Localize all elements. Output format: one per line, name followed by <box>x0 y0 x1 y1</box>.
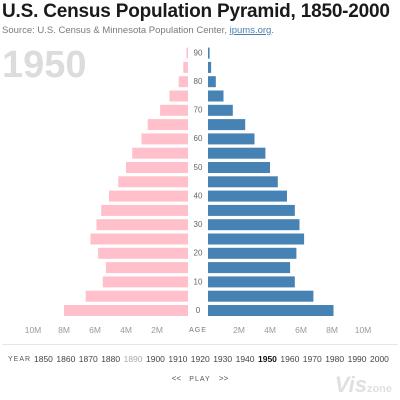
x-tick-label: 6M <box>295 325 307 335</box>
male-bar-50 <box>208 162 270 173</box>
source-suffix: . <box>271 25 274 36</box>
x-tick-label: 2M <box>233 325 245 335</box>
female-bar-75 <box>169 90 188 102</box>
male-bar-25 <box>208 233 305 245</box>
female-bar-10 <box>102 276 189 288</box>
population-pyramid-chart: 0 10 20 30 40 50 60 70 80 90 AGE 10M 8M 6M 4M 2M 2M 4M 6M 8… <box>2 47 398 345</box>
x-tick-label: 8M <box>326 325 338 335</box>
female-bar-60 <box>141 133 188 145</box>
timeline-year-1940[interactable]: 1940 <box>235 354 255 364</box>
age-tick-label: 40 <box>194 191 203 200</box>
male-bar-35 <box>208 204 295 216</box>
x-tick-label: 4M <box>264 325 276 335</box>
male-bar-80 <box>208 76 216 88</box>
female-bar-50 <box>126 162 188 173</box>
x-tick-label: 8M <box>58 325 70 335</box>
male-bar-30 <box>208 219 300 231</box>
male-bar-70 <box>208 104 233 116</box>
age-tick-label: 10 <box>194 277 203 286</box>
timeline-year-1900[interactable]: 1900 <box>146 354 165 364</box>
male-bar-60 <box>208 133 255 145</box>
female-bar-80 <box>178 76 188 88</box>
chart-title: U.S. Census Population Pyramid, 1850-200… <box>2 1 390 22</box>
female-bar-55 <box>132 147 188 159</box>
female-bar-70 <box>160 104 188 116</box>
x-tick-label: 10M <box>355 325 372 335</box>
age-tick-label: 20 <box>194 249 203 258</box>
female-bar-40 <box>109 190 188 202</box>
male-bar-20 <box>208 247 297 259</box>
watermark-logo: Viszone <box>335 372 392 398</box>
timeline-year-1970[interactable]: 1970 <box>302 354 322 364</box>
year-timeline-label: YEAR <box>8 356 32 363</box>
male-bar-45 <box>208 176 278 188</box>
timeline-year-1890[interactable]: 1890 <box>123 354 143 364</box>
x-tick-label: 6M <box>89 325 101 335</box>
playback-controls: << PLAY >> <box>0 374 400 383</box>
male-bar-40 <box>208 190 287 202</box>
timeline-year-2000[interactable]: 2000 <box>370 354 389 364</box>
male-bar-10 <box>208 276 295 288</box>
source-text: Source: U.S. Census & Minnesota Populati… <box>2 25 230 36</box>
female-bar-45 <box>118 176 189 188</box>
female-bar-90 <box>186 47 188 59</box>
female-bar-30 <box>96 219 188 231</box>
timeline-year-1870[interactable]: 1870 <box>78 354 98 364</box>
timeline-year-1850[interactable]: 1850 <box>34 354 53 364</box>
x-tick-label: 10M <box>25 325 42 335</box>
next-button[interactable]: >> <box>218 374 229 383</box>
male-bar-55 <box>208 147 266 159</box>
x-tick-label: 4M <box>120 325 132 335</box>
male-bar-85 <box>208 61 212 73</box>
female-bar-35 <box>101 204 188 216</box>
age-tick-label: 80 <box>194 77 203 86</box>
timeline-year-1910[interactable]: 1910 <box>168 354 188 364</box>
timeline-year-1950[interactable]: 1950 <box>258 354 277 364</box>
female-bar-85 <box>183 61 188 73</box>
x-tick-label: 2M <box>151 325 163 335</box>
age-tick-label: 60 <box>194 134 203 143</box>
year-timeline: YEAR 1850 1860 1870 1880 1890 1900 1910 1920 193… <box>0 354 400 368</box>
male-bar-90 <box>208 47 210 59</box>
age-tick-label: 90 <box>194 48 203 57</box>
play-button[interactable]: PLAY <box>189 376 211 383</box>
timeline-year-1860[interactable]: 1860 <box>56 354 76 364</box>
age-tick-label: 30 <box>194 220 203 229</box>
male-bar-15 <box>208 262 291 274</box>
previous-button[interactable]: << <box>171 374 182 383</box>
timeline-year-1980[interactable]: 1980 <box>325 354 345 364</box>
age-tick-label: 70 <box>194 106 203 115</box>
age-tick-label: 0 <box>196 306 201 315</box>
source-link[interactable]: ipums.org <box>229 25 272 36</box>
watermark-main: Vis <box>334 372 367 397</box>
timeline-year-1990[interactable]: 1990 <box>347 354 367 364</box>
female-bar-65 <box>147 119 188 131</box>
male-bar-65 <box>208 119 246 131</box>
timeline-year-1880[interactable]: 1880 <box>101 354 121 364</box>
timeline-year-1920[interactable]: 1920 <box>190 354 210 364</box>
male-bar-75 <box>208 90 224 102</box>
female-bar-25 <box>90 233 188 245</box>
female-bar-15 <box>105 262 188 274</box>
female-bar-20 <box>98 247 188 259</box>
watermark-sub: zone <box>366 383 392 395</box>
female-bar-0 <box>64 305 188 316</box>
source-line: Source: U.S. Census & Minnesota Populati… <box>2 25 274 36</box>
age-axis-label: AGE <box>189 327 207 334</box>
age-tick-label: 50 <box>194 163 203 172</box>
timeline-year-1930[interactable]: 1930 <box>213 354 233 364</box>
timeline-year-1960[interactable]: 1960 <box>280 354 300 364</box>
male-bar-5 <box>208 290 314 302</box>
male-bar-0 <box>208 305 334 316</box>
female-bar-5 <box>85 290 188 302</box>
current-year-display: 1950 <box>2 44 87 86</box>
